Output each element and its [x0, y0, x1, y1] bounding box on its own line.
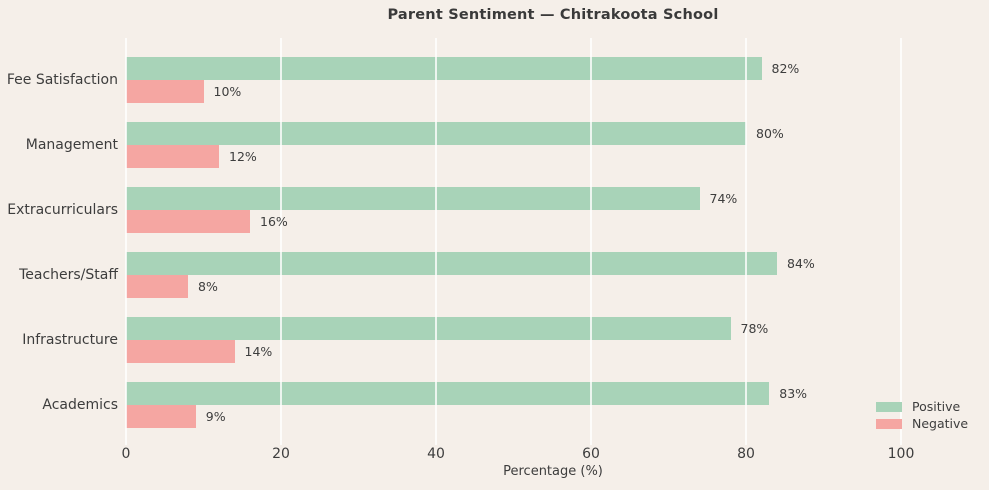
plot-area: 82% 10% 80% 12% 74% 16% 84% 8% 78% 14% 83% 9% — [125, 38, 980, 445]
gridline-60 — [590, 38, 592, 445]
category-label: Fee Satisfaction — [6, 72, 118, 88]
negative-value-label: 9% — [205, 409, 226, 424]
negative-value-label: 16% — [260, 214, 288, 229]
negative-value-label: 14% — [244, 344, 273, 359]
positive-value-label: 82% — [771, 61, 800, 76]
positive-bar-extracurriculars — [126, 187, 700, 210]
positive-value-label: 84% — [787, 256, 815, 271]
negative-value-label: 10% — [213, 84, 242, 99]
category-label: Academics — [42, 397, 118, 413]
x-tick-label: 20 — [272, 446, 290, 462]
legend-label: Negative — [912, 416, 969, 431]
gridline-40 — [435, 38, 437, 445]
negative-bar-fee-satisfaction — [126, 80, 204, 103]
x-tick-label: 40 — [427, 446, 445, 462]
positive-swatch-icon — [876, 401, 902, 412]
negative-bar-extracurriculars — [126, 210, 250, 233]
negative-bar-academics — [126, 405, 196, 428]
x-tick-label: 60 — [582, 446, 600, 462]
category-label: Management — [25, 137, 118, 153]
positive-bar-fee-satisfaction — [126, 57, 762, 80]
negative-bar-infrastructure — [126, 340, 235, 363]
positive-bar-teachers-staff — [126, 252, 777, 275]
positive-value-label: 83% — [779, 386, 808, 401]
negative-value-label: 12% — [229, 149, 257, 164]
positive-value-label: 78% — [740, 321, 769, 336]
gridline-0 — [125, 38, 127, 445]
category-label: Infrastructure — [22, 332, 118, 348]
legend-row-negative: Negative — [876, 415, 968, 432]
x-tick-label: 80 — [737, 446, 755, 462]
positive-value-label: 80% — [756, 126, 784, 141]
category-label: Extracurriculars — [7, 202, 118, 218]
positive-bar-infrastructure — [126, 317, 731, 340]
negative-bar-management — [126, 145, 219, 168]
legend: Positive Negative — [876, 398, 968, 432]
positive-value-label: 74% — [709, 191, 738, 206]
negative-value-label: 8% — [198, 279, 218, 294]
negative-swatch-icon — [876, 418, 902, 429]
x-tick-label: 100 — [887, 446, 915, 462]
chart-title: Parent Sentiment — Chitrakoota School — [387, 7, 719, 23]
gridline-100 — [900, 38, 902, 445]
x-tick-label: 0 — [121, 446, 131, 462]
negative-bar-teachers-staff — [126, 275, 188, 298]
gridline-80 — [745, 38, 747, 445]
legend-row-positive: Positive — [876, 398, 968, 415]
x-axis-label: Percentage (%) — [503, 464, 603, 479]
gridline-20 — [280, 38, 282, 445]
positive-bar-academics — [126, 382, 770, 405]
legend-label: Positive — [912, 399, 961, 414]
category-label: Teachers/Staff — [19, 267, 118, 283]
